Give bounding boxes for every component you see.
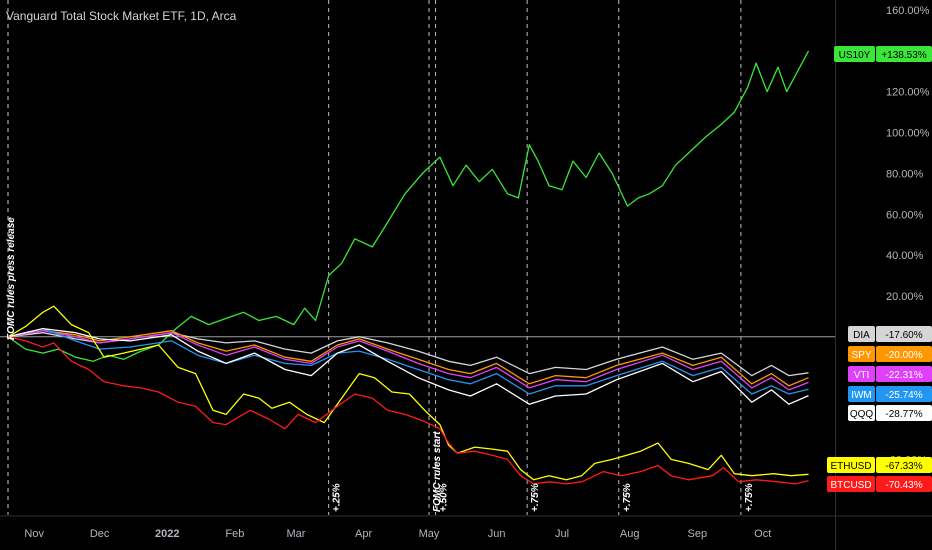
x-tick-label: Nov [24,528,44,540]
x-tick-label: Jun [488,528,506,540]
y-tick-label: 60.00% [886,209,924,221]
badge-name-bg [834,46,875,62]
badge-value-bg [876,46,932,62]
x-tick-label: 2022 [155,528,179,540]
badge-value: -70.43% [885,480,922,491]
badge-value-bg [876,476,932,492]
x-tick-label: Aug [620,528,640,540]
badge-name-bg [848,326,875,342]
y-tick-label: 100.00% [886,128,930,140]
x-tick-label: Oct [754,528,771,540]
x-tick-label: Dec [90,528,110,540]
badge-value: -25.74% [885,390,922,401]
value-badge-spy: SPY -20.00% [848,346,932,362]
badge-name-bg [848,366,875,382]
badge-name: ETHUSD [830,461,871,472]
badge-value-bg [876,405,932,421]
series-line-qqq [7,327,809,405]
event-label: FOMC rules press release [6,217,17,340]
event-label: +.25% [332,483,343,512]
event-label: FOMC rules start [432,431,443,512]
badge-value: -67.33% [885,461,922,472]
badge-name: US10Y [839,50,871,61]
badge-value: -28.77% [885,409,922,420]
x-tick-label: Sep [688,528,708,540]
event-label: +.50% [439,483,450,512]
badge-name-bg [848,405,875,421]
badge-name: VTI [854,370,870,381]
chart-title: Vanguard Total Stock Market ETF, 1D, Arc… [6,9,237,23]
event-label: +.75% [622,483,633,512]
series-line-vti [7,330,809,391]
x-tick-label: Feb [225,528,244,540]
badge-name-bg [848,346,875,362]
value-badge-btcusd: BTCUSD -70.43% [827,476,932,492]
badge-name-bg [827,457,875,473]
badge-value-bg [876,457,932,473]
event-label: +.75% [530,483,541,512]
badge-name: IWM [851,390,872,401]
y-tick-label: 160.00% [886,5,930,17]
event-label: +.75% [744,483,755,512]
badge-value: -22.31% [885,370,922,381]
badge-name: BTCUSD [830,480,871,491]
badge-name-bg [827,476,875,492]
badge-name: SPY [851,350,871,361]
badge-value-bg [876,326,932,342]
value-badge-dia: DIA -17.60% [848,326,932,342]
x-tick-label: May [419,528,440,540]
series-line-us10y [7,50,810,362]
value-badge-qqq: QQQ -28.77% [848,405,932,421]
x-tick-label: Apr [355,528,372,540]
badge-name-bg [848,386,875,402]
badge-value: -17.60% [885,330,922,341]
badge-value-bg [876,346,932,362]
value-badge-vti: VTI -22.31% [848,366,932,382]
y-tick-label: 80.00% [886,168,924,180]
value-badge-ethusd: ETHUSD -67.33% [827,457,932,473]
badge-name: QQQ [850,409,874,420]
series-line-btcusd [7,336,809,485]
badge-name: DIA [853,330,870,341]
series-line-spy [7,330,809,387]
y-tick-label: 120.00% [886,87,930,99]
badge-value: +138.53% [881,50,926,61]
x-tick-label: Jul [555,528,569,540]
value-badge-us10y: US10Y +138.53% [834,46,932,62]
x-tick-label: Mar [286,528,305,540]
value-badge-iwm: IWM -25.74% [848,386,932,402]
badge-value-bg [876,386,932,402]
y-tick-label: 40.00% [886,250,924,262]
y-tick-label: 20.00% [886,291,924,303]
series-line-ethusd [7,305,809,481]
series-line-iwm [7,327,809,395]
badge-value: -20.00% [885,350,922,361]
badge-value-bg [876,366,932,382]
